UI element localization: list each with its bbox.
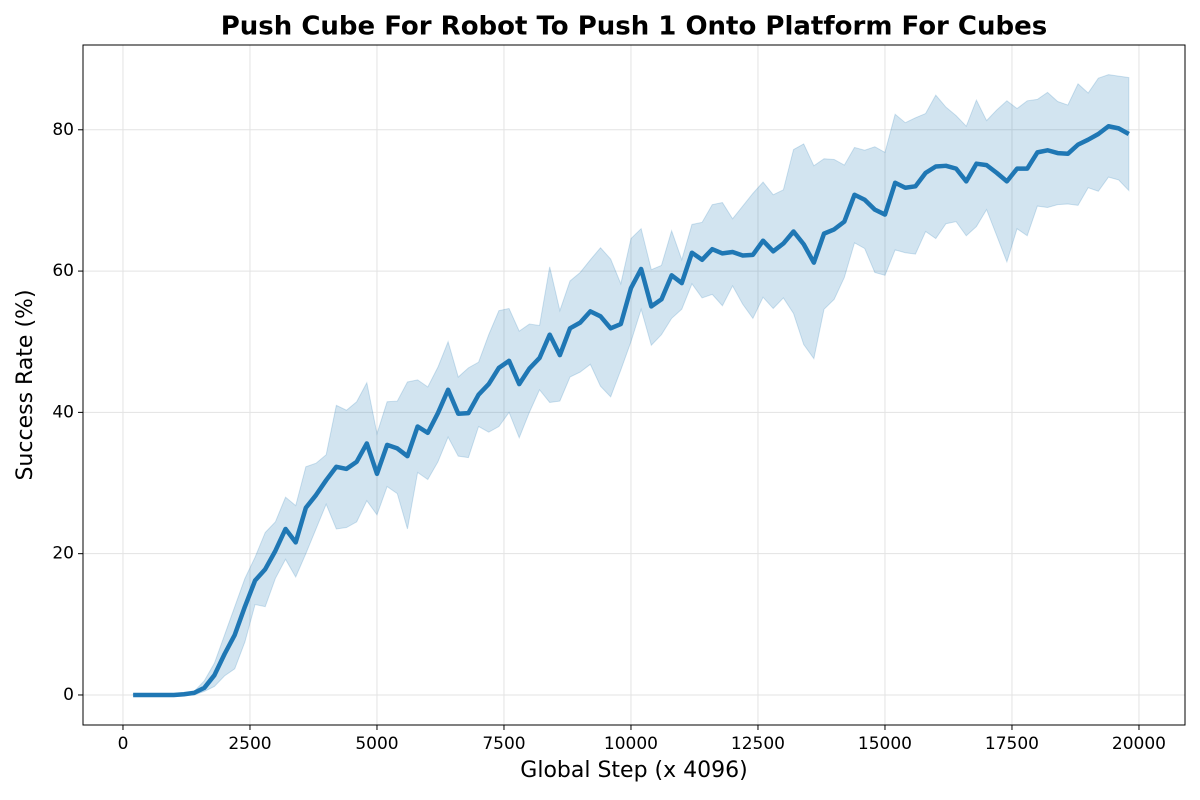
mean-line: [133, 123, 1130, 698]
x-tick-label: 2500: [228, 734, 271, 754]
x-tick-label: 15000: [858, 734, 912, 754]
x-tick-label: 10000: [604, 734, 658, 754]
y-axis-label: Success Rate (%): [13, 289, 38, 480]
x-tick-label: 17500: [985, 734, 1039, 754]
y-tick-label: 60: [52, 261, 74, 281]
y-tick-label: 0: [63, 685, 74, 705]
chart-title: Push Cube For Robot To Push 1 Onto Platf…: [221, 12, 1048, 42]
x-axis-label: Global Step (x 4096): [520, 758, 747, 783]
x-tick-label: 7500: [482, 734, 525, 754]
x-tick-label: 12500: [731, 734, 785, 754]
plot-frame: [82, 44, 1186, 726]
x-tick-label: 5000: [355, 734, 398, 754]
x-tick-label: 0: [118, 734, 129, 754]
x-tick-label: 20000: [1112, 734, 1166, 754]
y-tick-label: 40: [52, 402, 74, 422]
y-tick-label: 80: [52, 120, 74, 140]
y-tick-label: 20: [52, 544, 74, 564]
confidence-band: [132, 74, 1130, 696]
